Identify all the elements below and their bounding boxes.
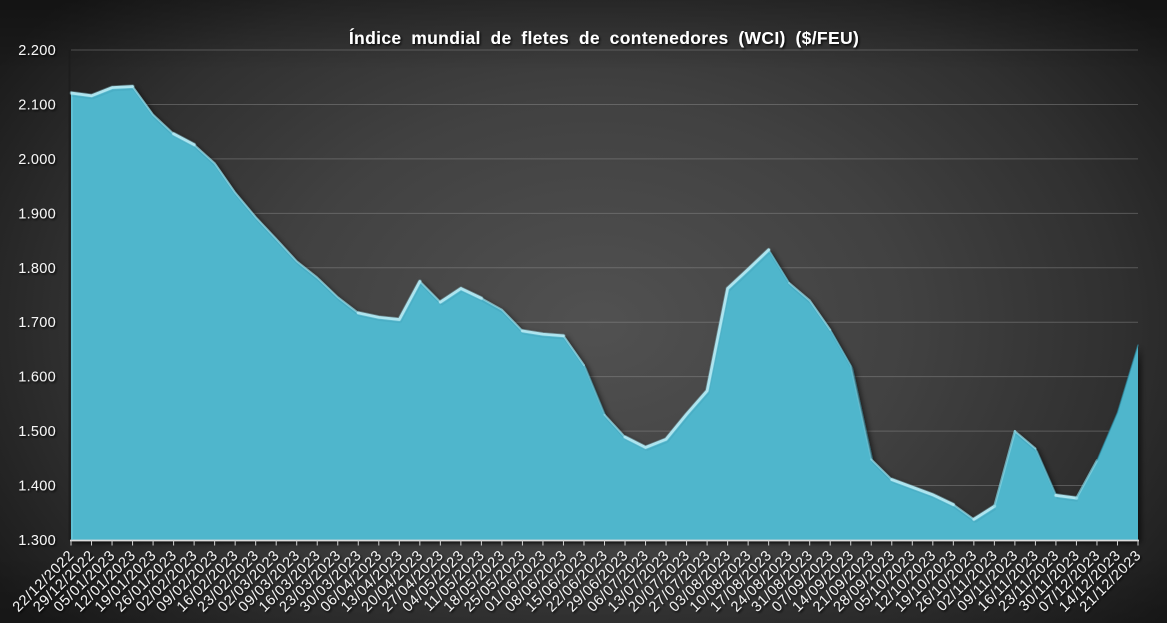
svg-text:1.700: 1.700 bbox=[18, 315, 56, 331]
svg-text:1.800: 1.800 bbox=[18, 261, 56, 277]
svg-text:1.900: 1.900 bbox=[18, 206, 56, 222]
svg-text:2.200: 2.200 bbox=[18, 43, 56, 59]
svg-text:Índice mundial de fletes de co: Índice mundial de fletes de contenedores… bbox=[349, 27, 859, 48]
svg-text:2.000: 2.000 bbox=[18, 152, 56, 168]
svg-text:1.600: 1.600 bbox=[18, 370, 56, 386]
svg-text:1.500: 1.500 bbox=[18, 424, 56, 440]
svg-text:1.400: 1.400 bbox=[18, 479, 56, 495]
svg-text:2.100: 2.100 bbox=[18, 97, 56, 113]
svg-text:1.300: 1.300 bbox=[18, 533, 56, 549]
